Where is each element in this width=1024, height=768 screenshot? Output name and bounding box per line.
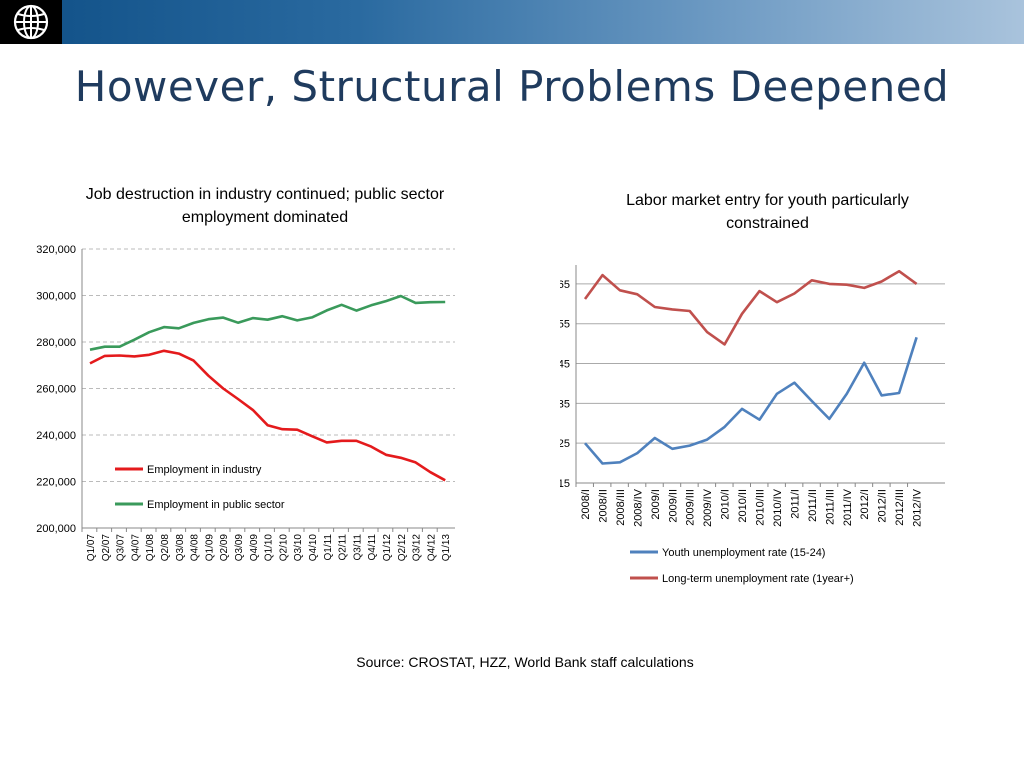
industry-employment-chart: 200,000 220,000 240,000 260,000 280,000 300,0… [36,244,455,562]
x-tick-label: Q1/09 [204,534,215,562]
x-tick-label: Q3/12 [412,534,423,562]
y-tick-label: 55 [560,319,570,331]
y-tick-label: 200,000 [36,523,76,535]
y-tick-label: 320,000 [36,244,76,256]
x-tick-label: Q3/08 [175,534,186,562]
legend-label: Long-term unemployment rate (1year+) [662,573,854,585]
y-tick-label: 220,000 [36,477,76,489]
x-tick-label: 2012/III [894,489,906,526]
series-line [584,336,918,465]
x-tick-label: 2009/III [685,489,697,526]
x-tick-label: 2008/I [580,489,592,520]
x-tick-label: Q2/09 [219,534,230,562]
x-tick-label: 2008/III [615,489,627,526]
x-tick-label: 2011/IV [842,488,854,526]
y-tick-label: 65 [560,279,570,291]
x-tick-label: Q2/12 [397,534,408,562]
x-tick-label: 2008/IV [632,488,644,527]
x-tick-label: Q3/11 [352,534,363,561]
right-chart-title: Labor market entry for youth particularl… [626,192,909,232]
left-chart-title: Job destruction in industry continued; p… [85,186,445,226]
y-tick-label: 25 [560,438,570,450]
x-tick-label: Q2/10 [278,534,289,562]
x-tick-label: 2009/I [650,489,662,520]
x-tick-label: Q4/12 [426,534,437,562]
x-tick-label: Q1/12 [382,534,393,562]
x-tick-label: 2012/IV [912,488,924,527]
youth-unemployment-chart: 15 25 35 45 55 65 2008/I 2008/II 2008/III 2008/IV… [560,265,945,585]
x-tick-label: Q4/07 [130,534,141,562]
x-tick-label: 2010/II [737,489,749,523]
x-tick-label: 2011/III [824,489,836,525]
x-tick-label: Q1/11 [323,534,334,561]
x-tick-label: Q2/11 [338,534,349,561]
x-tick-label: 2011/I [789,489,801,519]
legend-label: Employment in public sector [147,499,285,511]
y-tick-label: 45 [560,359,570,371]
x-tick-label: 2012/I [859,489,871,520]
x-tick-label: Q3/10 [293,534,304,562]
x-tick-label: Q2/07 [101,534,112,562]
source-note: Source: CROSTAT, HZZ, World Bank staff c… [356,654,694,670]
x-tick-label: 2012/II [877,489,889,523]
x-tick-label: Q3/07 [116,534,127,562]
x-tick-label: Q1/07 [86,534,97,562]
y-tick-label: 300,000 [36,291,76,303]
legend-label: Employment in industry [147,464,262,476]
x-tick-label: Q3/09 [234,534,245,562]
legend-label: Youth unemployment rate (15-24) [662,547,825,559]
series-line [89,294,446,351]
x-tick-label: Q4/09 [249,534,260,562]
y-tick-label: 35 [560,398,570,410]
slide-title: However, Structural Problems Deepened [74,62,950,111]
x-tick-label: Q4/10 [308,534,319,562]
x-tick-label: 2011/II [807,489,819,522]
header-band [0,0,1024,44]
x-tick-label: Q1/10 [264,534,275,562]
x-tick-label: Q4/08 [190,534,201,562]
y-tick-label: 280,000 [36,337,76,349]
y-tick-label: 260,000 [36,384,76,396]
x-tick-label: 2010/IV [772,488,784,527]
world-bank-globe-icon [0,0,62,44]
x-tick-label: Q4/11 [367,534,378,561]
series-line [583,269,918,346]
x-tick-label: 2008/II [597,489,609,523]
x-tick-label: 2009/IV [702,488,714,527]
series-line [89,349,446,482]
x-tick-label: 2010/I [720,489,732,520]
x-tick-label: 2009/II [667,489,679,523]
y-tick-label: 240,000 [36,430,76,442]
x-tick-label: Q1/08 [145,534,156,562]
x-tick-label: Q2/08 [160,534,171,562]
x-tick-label: Q1/13 [441,534,452,562]
x-tick-label: 2010/III [755,489,767,526]
y-tick-label: 15 [560,478,570,490]
